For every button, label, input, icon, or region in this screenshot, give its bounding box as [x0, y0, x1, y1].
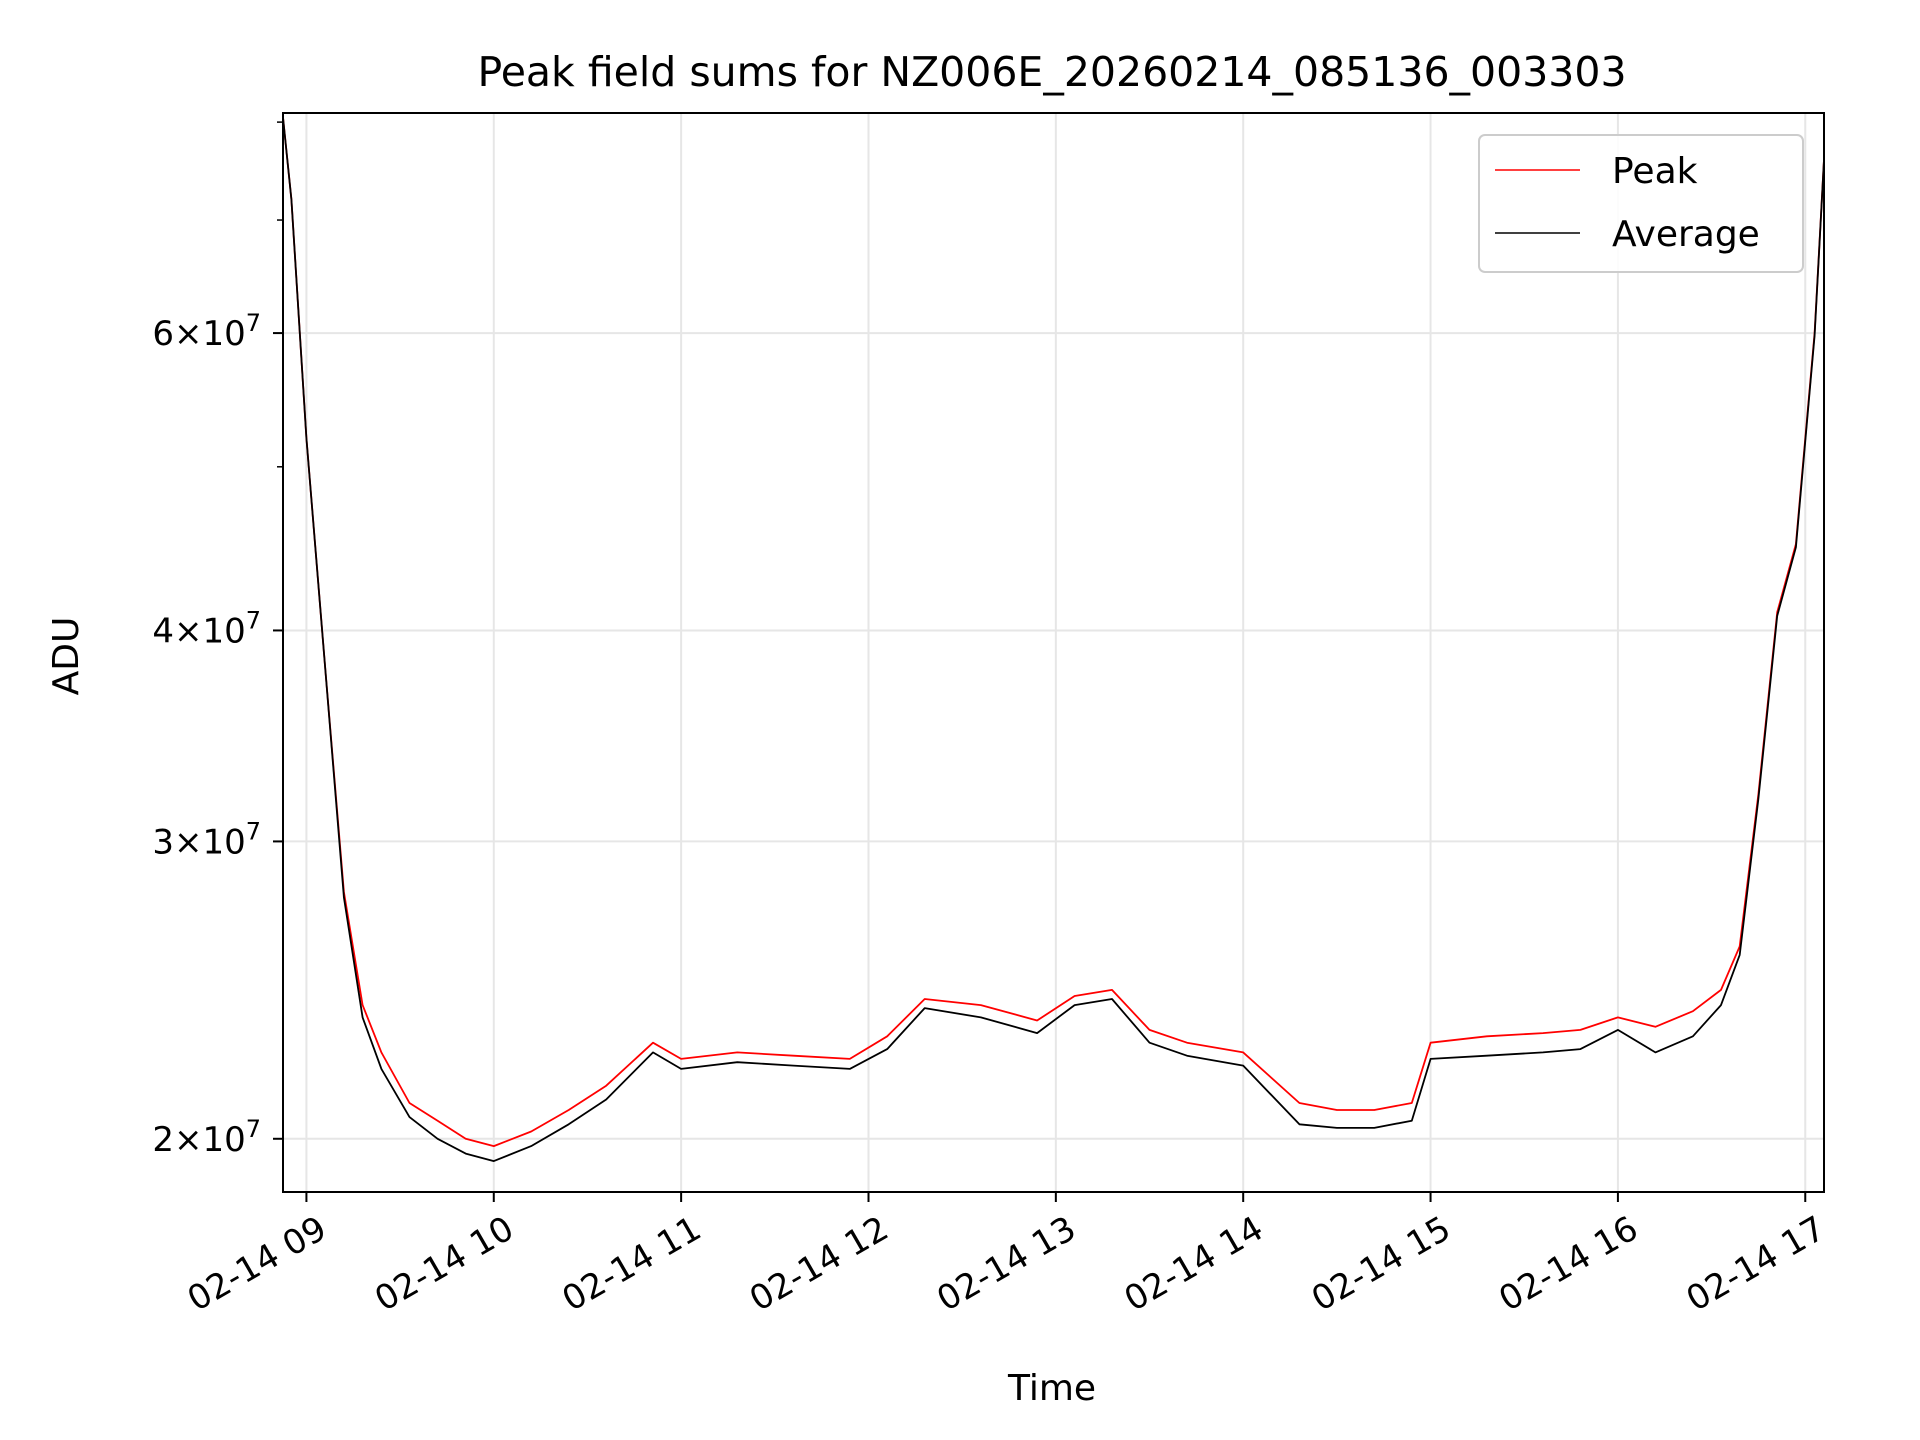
series-layer — [282, 117, 1825, 1162]
y-tick-label: 2×107 — [152, 1115, 261, 1160]
y-tick-times-ten: ×10 — [174, 822, 246, 862]
y-tick-exponent: 7 — [246, 606, 261, 634]
plot-area-frame — [282, 112, 1825, 1193]
y-tick-mantissa: 4 — [152, 611, 174, 651]
y-tick-label: 4×107 — [152, 606, 261, 651]
y-tick-exponent: 7 — [246, 309, 261, 337]
y-tick-mantissa: 3 — [152, 822, 174, 862]
series-line-peak — [282, 117, 1825, 1147]
y-axis-label: ADU — [46, 617, 87, 696]
y-tick-exponent: 7 — [246, 817, 261, 845]
legend-label-average: Average — [1612, 214, 1760, 255]
legend-label-peak: Peak — [1612, 151, 1698, 192]
y-tick-mantissa: 2 — [152, 1120, 174, 1160]
x-axis-label: Time — [1007, 1368, 1096, 1409]
grid-lines — [283, 113, 1824, 1192]
y-tick-exponent: 7 — [246, 1115, 261, 1143]
legend: Peak Average — [1478, 134, 1804, 273]
y-tick-mantissa: 6 — [152, 314, 174, 354]
y-tick-times-ten: ×10 — [174, 611, 246, 651]
y-tick-label: 6×107 — [152, 309, 261, 354]
chart-title: Peak field sums for NZ006E_20260214_0851… — [477, 48, 1626, 96]
series-line-average — [282, 117, 1825, 1162]
y-tick-times-ten: ×10 — [174, 1120, 246, 1160]
y-tick-times-ten: ×10 — [174, 314, 246, 354]
y-tick-label: 3×107 — [152, 817, 261, 862]
